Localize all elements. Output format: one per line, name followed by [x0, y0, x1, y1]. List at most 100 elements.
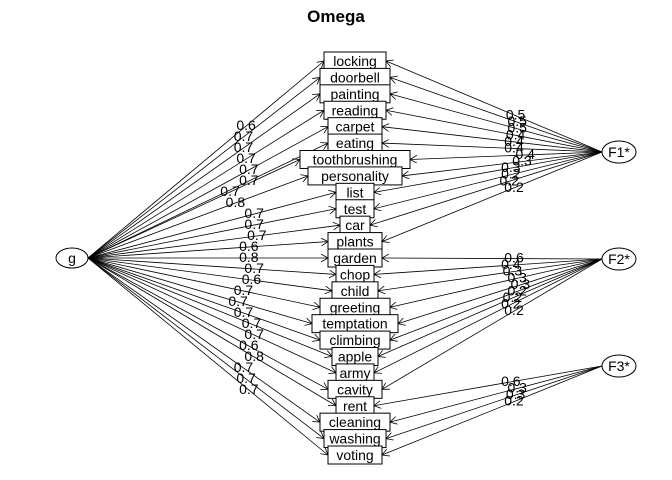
variable-label: chop: [340, 266, 371, 282]
group-loading-label: 0.3: [503, 263, 523, 279]
variable-label: voting: [336, 447, 373, 463]
variable-label: greeting: [330, 299, 381, 315]
edge-f2-child: [378, 258, 603, 291]
edge-g-eating: [87, 143, 328, 259]
variable-node-climbing: climbing: [319, 330, 391, 350]
group-loading-label: 0.2: [503, 289, 523, 305]
edge-f1-locking: [386, 61, 603, 153]
variable-node-reading: reading: [323, 100, 387, 120]
edge-f2-apple: [378, 258, 603, 357]
variable-node-chop: chop: [335, 264, 375, 284]
edge-g-washing: [87, 257, 324, 439]
edge-f2-cavity: [382, 258, 603, 389]
variable-node-plants: plants: [327, 232, 383, 252]
g-loading-label: 0.7: [236, 150, 256, 166]
variable-label: plants: [336, 234, 373, 250]
edge-f1-carpet: [382, 127, 603, 153]
g-loading-label: 0.7: [236, 370, 256, 386]
g-loading-label: 0.7: [244, 216, 264, 232]
edge-f2-army: [374, 258, 603, 373]
group-loading-label: 0.2: [504, 393, 524, 409]
variable-label: carpet: [336, 119, 375, 135]
variable-node-painting: painting: [319, 84, 391, 104]
edge-g-toothbrushing: [87, 160, 300, 259]
group-factor-ellipse: [601, 247, 637, 271]
variable-node-toothbrushing: toothbrushing: [299, 150, 411, 169]
variable-label: personality: [321, 168, 389, 184]
group-factor-ellipse: [601, 354, 637, 378]
group-factor-label: F1*: [608, 144, 630, 160]
g-loading-label: 0.8: [244, 348, 264, 364]
edge-g-test: [87, 209, 336, 259]
variable-label: child: [341, 283, 370, 299]
group-loading-label: 0.4: [515, 146, 535, 162]
variable-node-personality: personality: [307, 166, 403, 186]
edge-f3-rent: [374, 365, 603, 406]
edge-g-locking: [87, 61, 324, 259]
edge-g-doorbell: [87, 77, 320, 259]
group-loading-label: 0.3: [507, 379, 527, 395]
edge-f1-eating: [382, 143, 603, 153]
g-loading-label: 0.7: [244, 205, 264, 221]
g-loading-label: 0.8: [239, 249, 259, 265]
variable-node-eating: eating: [327, 133, 383, 153]
edge-g-apple: [87, 257, 332, 357]
g-loading-label: 0.7: [234, 359, 254, 375]
variable-node-apple: apple: [331, 347, 379, 366]
variable-node-locking: locking: [323, 51, 387, 71]
edge-g-rent: [87, 257, 336, 406]
edge-g-climbing: [87, 257, 320, 340]
edge-g-voting: [87, 257, 328, 455]
group-loading-label: 0.3: [506, 386, 526, 402]
group-factor-node-f2: F2*: [601, 247, 637, 271]
edge-f3-cleaning: [390, 365, 603, 422]
group-factor-label: F3*: [608, 358, 630, 374]
variable-label: test: [344, 201, 367, 217]
g-loading-label: 0.7: [239, 381, 259, 397]
group-loading-label: 0.4: [504, 139, 524, 155]
edge-g-carpet: [87, 127, 328, 259]
group-loading-label: 0.2: [499, 172, 519, 188]
edge-f2-temptation: [398, 258, 603, 324]
edge-f2-chop: [374, 258, 603, 274]
group-loading-label: 0.4: [506, 126, 526, 142]
edge-g-temptation: [87, 257, 312, 324]
variable-label: painting: [330, 86, 379, 102]
g-loading-label: 0.7: [220, 183, 240, 199]
edge-g-cleaning: [87, 257, 320, 422]
variable-label: garden: [333, 250, 377, 266]
group-loading-label: 0.4: [504, 133, 524, 149]
group-loading-label: 0.3: [501, 159, 521, 175]
variable-box: [327, 445, 383, 465]
group-loading-label: 0.2: [504, 179, 524, 195]
variable-label: temptation: [322, 316, 387, 332]
variable-node-list: list: [335, 182, 375, 202]
variable-label: reading: [332, 102, 379, 118]
group-loading-label: 0.3: [507, 269, 527, 285]
variable-label: doorbell: [330, 69, 380, 85]
variable-node-washing: washing: [323, 429, 387, 449]
edge-f2-greeting: [390, 258, 603, 307]
edge-f1-reading: [386, 110, 603, 153]
edge-f1-doorbell: [390, 77, 603, 153]
edge-g-chop: [87, 257, 336, 274]
edge-g-reading: [87, 110, 324, 259]
edge-g-army: [87, 257, 336, 373]
edge-f1-painting: [390, 94, 603, 153]
g-loading-label: 0.7: [247, 227, 267, 243]
edge-g-personality: [87, 176, 308, 259]
variable-label: car: [345, 217, 365, 233]
variable-node-army: army: [335, 363, 375, 383]
edge-g-plants: [87, 242, 328, 259]
edges-layer: [87, 61, 603, 455]
variable-node-doorbell: doorbell: [319, 67, 391, 87]
g-loading-label: 0.6: [236, 117, 256, 133]
group-factor-label: F2*: [608, 251, 630, 267]
variable-node-greeting: greeting: [319, 297, 391, 317]
g-loading-label: 0.7: [234, 128, 254, 144]
group-loading-label: 0.2: [501, 166, 521, 182]
edge-f3-washing: [386, 365, 603, 439]
edge-labels-layer: 0.60.70.70.70.70.70.70.80.70.70.70.60.80…: [220, 107, 535, 409]
g-loading-label: 0.7: [228, 293, 248, 309]
group-loading-label: 0.6: [504, 250, 524, 266]
